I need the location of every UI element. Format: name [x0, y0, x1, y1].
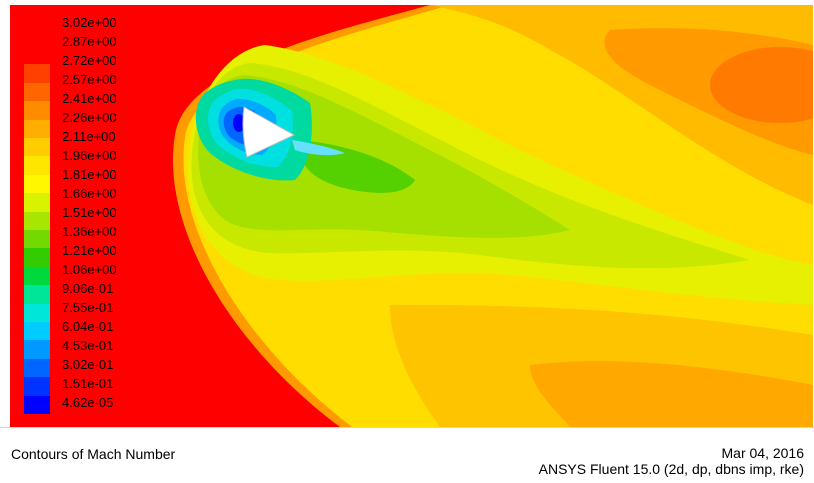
legend-level-label: 2.57e+00: [62, 72, 117, 87]
legend-level-label: 1.36e+00: [62, 224, 117, 239]
legend-level-label: 1.51e-01: [62, 376, 114, 391]
legend-swatch: [24, 46, 50, 65]
legend-swatch: [24, 101, 50, 121]
legend-swatch: [24, 285, 50, 305]
legend-level-label: 2.87e+00: [62, 34, 117, 49]
graphics-footer: Contours of Mach Number Mar 04, 2016 ANS…: [0, 427, 814, 483]
legend-level-label: 1.51e+00: [62, 205, 117, 220]
legend-level-label: 3.02e+00: [62, 15, 117, 30]
legend-swatch: [24, 340, 50, 360]
legend-level-label: 7.55e-01: [62, 300, 114, 315]
legend-swatch: [24, 193, 50, 213]
plot-date: Mar 04, 2016: [721, 445, 805, 461]
legend-level-label: 3.02e-01: [62, 357, 114, 372]
legend-level-label: 1.21e+00: [62, 243, 117, 258]
legend-level-label: 2.26e+00: [62, 110, 117, 125]
legend-level-label: 9.06e-01: [62, 281, 114, 296]
legend-swatch: [24, 230, 50, 249]
legend-swatch: [24, 358, 50, 378]
color-legend-bar: [24, 46, 50, 415]
legend-swatch: [24, 119, 50, 139]
legend-swatch: [24, 211, 50, 231]
legend-level-label: 2.41e+00: [62, 91, 117, 106]
plot-caption: Contours of Mach Number: [11, 446, 176, 462]
legend-swatch: [24, 303, 50, 323]
legend-swatch: [24, 248, 50, 268]
legend-level-label: 2.72e+00: [62, 53, 117, 68]
legend-swatch: [24, 322, 50, 341]
legend-level-label: 1.06e+00: [62, 262, 117, 277]
legend-level-label: 6.04e-01: [62, 319, 114, 334]
legend-swatch: [24, 377, 50, 397]
legend-swatch: [24, 82, 50, 102]
legend-level-label: 4.62e-05: [62, 395, 114, 410]
legend-level-label: 1.96e+00: [62, 148, 117, 163]
legend-swatch: [24, 64, 50, 84]
solver-info: ANSYS Fluent 15.0 (2d, dp, dbns imp, rke…: [538, 461, 804, 477]
graphics-viewport[interactable]: 3.02e+00 2.87e+00 2.72e+00 2.57e+00 2.41e+00…: [10, 5, 813, 427]
legend-swatch: [24, 395, 50, 415]
legend-level-label: 1.66e+00: [62, 186, 117, 201]
legend-swatch: [24, 156, 50, 176]
legend-swatch: [24, 174, 50, 194]
legend-swatch: [24, 266, 50, 286]
legend-level-label: 2.11e+00: [62, 129, 116, 144]
legend-swatch: [24, 138, 50, 157]
mach-contour-field: [10, 5, 813, 427]
legend-level-label: 4.53e-01: [62, 338, 114, 353]
legend-level-label: 1.81e+00: [62, 167, 117, 182]
